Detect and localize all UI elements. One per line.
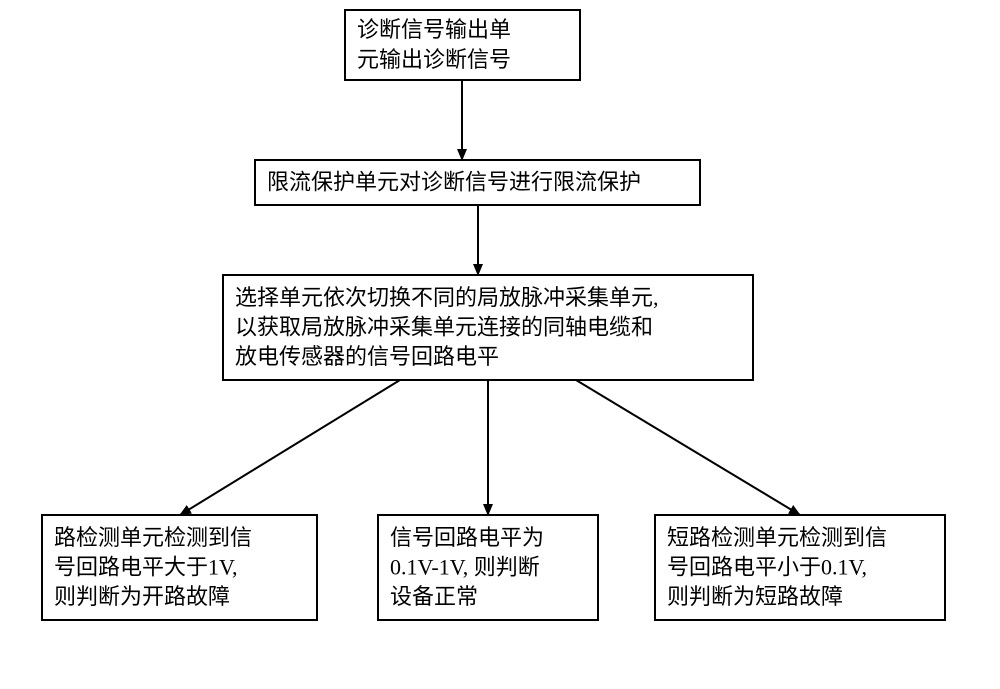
node-n3-line-1: 以获取局放脉冲采集单元连接的同轴电缆和	[235, 315, 653, 340]
nodes-layer: 诊断信号输出单元输出诊断信号限流保护单元对诊断信号进行限流保护选择单元依次切换不…	[42, 10, 945, 620]
node-n4-line-1: 号回路电平大于1V,	[54, 555, 238, 580]
node-n3: 选择单元依次切换不同的局放脉冲采集单元, 以获取局放脉冲采集单元连接的同轴电缆和放…	[223, 275, 753, 380]
node-n2: 限流保护单元对诊断信号进行限流保护	[255, 160, 700, 205]
node-n3-line-2: 放电传感器的信号回路电平	[235, 344, 499, 369]
node-n6-line-0: 短路检测单元检测到信	[667, 525, 887, 550]
node-n1-line-0: 诊断信号输出单	[357, 17, 511, 42]
node-n5-line-1: 0.1V-1V, 则判断	[390, 555, 540, 580]
node-n4: 路检测单元检测到信号回路电平大于1V, 则判断为开路故障	[42, 515, 317, 620]
node-n2-line-0: 限流保护单元对诊断信号进行限流保护	[267, 170, 641, 195]
node-n5: 信号回路电平为 0.1V-1V, 则判断设备正常	[378, 515, 598, 620]
node-n1-line-1: 元输出诊断信号	[357, 47, 511, 72]
node-n6-line-1: 号回路电平小于0.1V,	[667, 555, 867, 580]
node-n5-line-0: 信号回路电平为	[390, 525, 544, 550]
node-n4-line-2: 则判断为开路故障	[54, 584, 230, 609]
node-n3-line-0: 选择单元依次切换不同的局放脉冲采集单元,	[235, 285, 659, 310]
node-n6: 短路检测单元检测到信号回路电平小于0.1V, 则判断为短路故障	[655, 515, 945, 620]
flowchart-canvas: 诊断信号输出单元输出诊断信号限流保护单元对诊断信号进行限流保护选择单元依次切换不…	[0, 0, 1000, 689]
edge-n3-n4	[180, 380, 400, 515]
node-n6-line-2: 则判断为短路故障	[667, 584, 843, 609]
node-n5-line-2: 设备正常	[390, 584, 478, 609]
node-n4-line-0: 路检测单元检测到信	[54, 525, 252, 550]
node-n1: 诊断信号输出单元输出诊断信号	[345, 10, 580, 80]
edge-n3-n6	[576, 380, 800, 515]
